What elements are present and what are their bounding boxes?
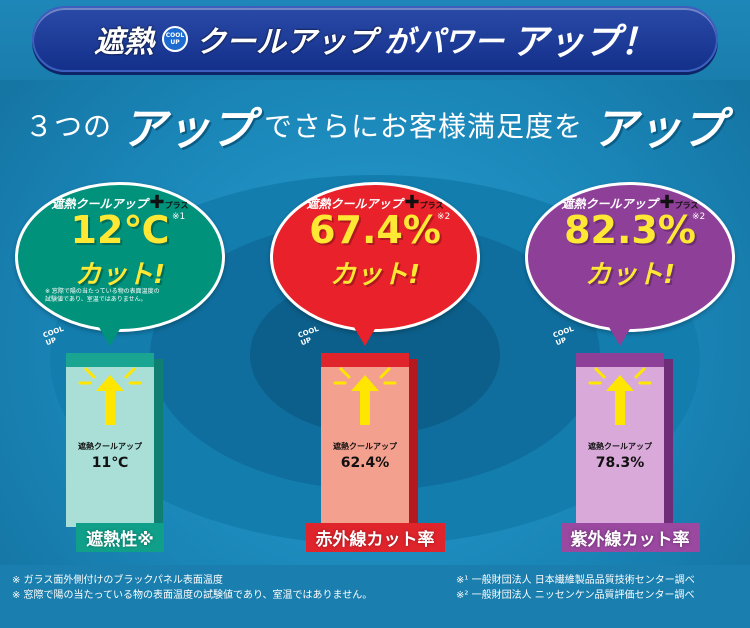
plus-label: 遮熱クールアップ bbox=[306, 197, 403, 211]
plus-text: プラス bbox=[674, 201, 699, 210]
footnote-line: ※² 一般財団法人 ニッセンケン品質評価センター調べ bbox=[456, 590, 695, 601]
box-brand: 遮熱クールアップ bbox=[78, 442, 142, 451]
footnote-line: ※ 窓際で陽の当たっている物の表面温度の試験値であり、室温ではありません。 bbox=[12, 590, 373, 601]
heat-rays-icon bbox=[78, 367, 142, 385]
up-arrow-icon bbox=[96, 375, 124, 425]
bubble-cut: カット! bbox=[75, 260, 165, 290]
caption-text: 紫外線カット率 bbox=[560, 523, 700, 552]
up-arrow-icon bbox=[606, 375, 634, 425]
cool-up-tag-icon: COOL UP bbox=[552, 325, 578, 347]
box-value: 78.3% bbox=[595, 455, 645, 471]
banner-tail: がパワー bbox=[383, 25, 504, 60]
speech-bubble bbox=[15, 182, 225, 332]
footnote-line: ※ ガラス面外側付けのブラックパネル表面温度 bbox=[12, 575, 223, 586]
panel-caption: 遮熱性※ bbox=[0, 523, 240, 552]
plus-text: プラス bbox=[164, 201, 189, 210]
caption-text: 遮熱性※ bbox=[76, 523, 164, 552]
panel-heat-shield: 遮熱クールアップ ✚プラス 12℃ ※1 カット! ※ 窓際で陽の当たっている物の… bbox=[0, 170, 240, 560]
title-banner: 遮熱 COOL UP クールアップ がパワー アップ！ bbox=[32, 6, 718, 72]
headline-part2: でさらにお客様満足度を bbox=[264, 110, 584, 143]
plus-label: 遮熱クールアップ bbox=[51, 197, 148, 211]
bubble-tail bbox=[96, 322, 124, 346]
box-side bbox=[664, 359, 673, 527]
plus-icon: ✚ bbox=[149, 192, 165, 213]
box-top bbox=[576, 353, 664, 367]
footer: ※ ガラス面外側付けのブラックパネル表面温度 ※ 窓際で陽の当たっている物の表面… bbox=[0, 565, 750, 628]
bubble-cut: カット! bbox=[585, 260, 675, 290]
box-brand: 遮熱クールアップ bbox=[588, 442, 652, 451]
bubble-product-label: 遮熱クールアップ ✚プラス bbox=[15, 192, 225, 213]
bubble-tail bbox=[606, 322, 634, 346]
product-box: 遮熱クールアップ 78.3% bbox=[576, 353, 673, 533]
cool-badge-top: COOL bbox=[165, 32, 185, 39]
bubble-product-label: 遮熱クールアップ ✚プラス bbox=[525, 192, 735, 213]
footnote-line: ※¹ 一般財団法人 日本繊維製品品質技術センター調べ bbox=[456, 575, 695, 586]
bubble-note: ※ 窓際で陽の当たっている物の表面温度の 試験値であり、室温ではありません。 bbox=[45, 288, 165, 304]
headline: ３つの アップ でさらにお客様満足度を アップ bbox=[0, 90, 750, 160]
bubble-value: 67.4% bbox=[309, 208, 441, 252]
cool-up-tag-icon: COOL UP bbox=[297, 325, 323, 347]
heat-rays-icon bbox=[588, 367, 652, 385]
box-side bbox=[154, 359, 163, 527]
bubble-note-line: 試験値であり、室温ではありません。 bbox=[45, 296, 147, 303]
bubble-note-line: ※ 窓際で陽の当たっている物の表面温度の bbox=[45, 288, 160, 295]
box-brand: 遮熱クールアップ bbox=[333, 442, 397, 451]
bubble-value: 82.3% bbox=[564, 208, 696, 252]
bubble-tail bbox=[351, 322, 379, 346]
panel-ultraviolet: 遮熱クールアップ ✚プラス 82.3% ※2 カット! COOL UP 遮熱クール… bbox=[510, 170, 750, 560]
box-value: 11℃ bbox=[91, 455, 129, 471]
bubble-cut: カット! bbox=[330, 260, 420, 290]
box-top bbox=[321, 353, 409, 367]
panel-caption: 紫外線カット率 bbox=[510, 523, 750, 552]
banner-product: クールアップ bbox=[195, 25, 376, 60]
cool-badge-bottom: UP bbox=[170, 39, 180, 46]
heat-rays-icon bbox=[333, 367, 397, 385]
footnotes-left: ※ ガラス面外側付けのブラックパネル表面温度 ※ 窓際で陽の当たっている物の表面… bbox=[12, 573, 372, 603]
bubble-footnote-mark: ※2 bbox=[692, 212, 706, 222]
headline-part1: ３つの bbox=[24, 110, 112, 143]
product-box: 遮熱クールアップ 62.4% bbox=[321, 353, 418, 533]
speech-bubble bbox=[270, 182, 480, 332]
product-box: 遮熱クールアップ 11℃ bbox=[66, 353, 163, 533]
panel-caption: 赤外線カット率 bbox=[255, 523, 495, 552]
headline-up1: アップ bbox=[122, 104, 254, 155]
plus-icon: ✚ bbox=[659, 192, 675, 213]
banner-tail-big: アップ！ bbox=[511, 22, 656, 63]
box-value: 62.4% bbox=[340, 455, 390, 471]
footnotes-right: ※¹ 一般財団法人 日本繊維製品品質技術センター調べ ※² 一般財団法人 ニッセ… bbox=[456, 573, 695, 603]
headline-up2: アップ bbox=[593, 104, 726, 155]
bubble-footnote-mark: ※1 bbox=[172, 212, 186, 222]
box-top bbox=[66, 353, 154, 367]
plus-text: プラス bbox=[419, 201, 444, 210]
plus-icon: ✚ bbox=[404, 192, 420, 213]
cool-up-tag-icon: COOL UP bbox=[42, 325, 68, 347]
up-arrow-icon bbox=[351, 375, 379, 425]
plus-label: 遮熱クールアップ bbox=[561, 197, 658, 211]
panel-infrared: 遮熱クールアップ ✚プラス 67.4% ※2 カット! COOL UP 遮熱クール… bbox=[255, 170, 495, 560]
bubble-product-label: 遮熱クールアップ ✚プラス bbox=[270, 192, 480, 213]
box-side bbox=[409, 359, 418, 527]
cool-up-badge-icon: COOL UP bbox=[161, 26, 188, 52]
bubble-footnote-mark: ※2 bbox=[437, 212, 451, 222]
caption-text: 赤外線カット率 bbox=[305, 523, 445, 552]
bubble-value: 12℃ bbox=[70, 208, 170, 252]
banner-brand: 遮熱 bbox=[93, 25, 154, 60]
